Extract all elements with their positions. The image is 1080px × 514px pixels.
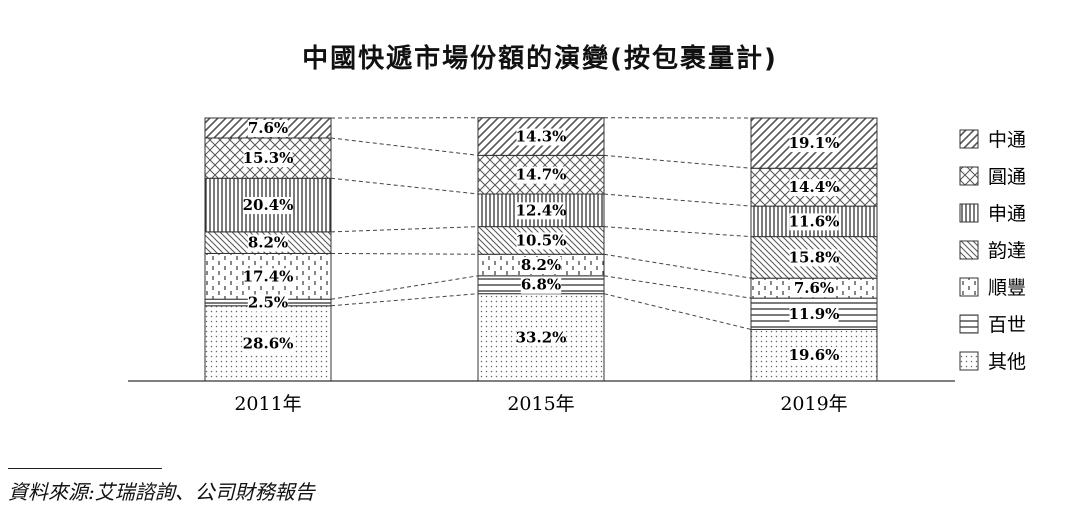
segment-label: 6.8% — [521, 276, 561, 294]
segment-label: 17.4% — [243, 267, 294, 285]
segment-label: 15.8% — [789, 248, 840, 266]
x-tick-label: 2015年 — [507, 393, 574, 415]
segment-label: 8.2% — [521, 256, 561, 274]
connector-lines — [330, 117, 752, 330]
segment-label: 14.4% — [789, 178, 840, 196]
segment-label-bg — [247, 294, 289, 312]
connector-line — [603, 253, 752, 279]
segment-label-bg — [247, 234, 289, 252]
connector-line — [330, 293, 479, 307]
source-rule — [8, 468, 162, 469]
connector-line — [603, 226, 752, 238]
legend-swatch — [959, 240, 979, 260]
segment-label-bg — [243, 335, 293, 353]
legend-label: 韵達 — [988, 240, 1026, 262]
segment-label-bg — [520, 276, 562, 294]
segment-label-bg — [516, 202, 566, 220]
legend-label: 中通 — [988, 129, 1026, 151]
segment-label: 11.9% — [789, 305, 840, 323]
segment-label: 12.4% — [516, 201, 567, 219]
connector-line — [603, 293, 752, 330]
segment-label-bg — [789, 213, 839, 231]
source-note: 資料來源:艾瑞諮詢、公司財務報告 — [8, 480, 315, 504]
segment-label-bg — [516, 166, 566, 184]
x-tick-labels: 2011年 2015年 2019年 — [234, 393, 847, 415]
connector-line — [603, 154, 752, 169]
chart-title: 中國快遞市場份額的演變(按包裹量計) — [302, 44, 778, 74]
legend-label: 圓通 — [988, 166, 1026, 188]
segment-label: 14.7% — [516, 166, 567, 184]
connector-line — [330, 252, 479, 255]
legend-label: 順豐 — [988, 277, 1026, 299]
connector-line — [330, 137, 479, 156]
segment-label-bg — [789, 179, 839, 197]
connector-line — [603, 275, 752, 299]
segment-label: 10.5% — [516, 231, 567, 249]
segment-label-bg — [243, 268, 293, 286]
x-tick-label: 2011年 — [234, 393, 301, 415]
segment-label-bg — [789, 347, 839, 365]
segment-labels: 28.6% 2.5% 17.4% 8.2% 20.4% 15.3% 7.6% 33.2% 6.8… — [243, 119, 840, 365]
segment-label-bg — [789, 249, 839, 267]
segment-label: 7.6% — [794, 279, 834, 297]
segment-label: 20.4% — [243, 196, 294, 214]
segment-label: 8.2% — [248, 234, 288, 252]
x-tick-label: 2019年 — [780, 393, 847, 415]
segment-label-bg — [789, 305, 839, 323]
segment-label: 14.3% — [516, 128, 567, 146]
legend-swatch — [959, 129, 979, 149]
segment-label-bg — [247, 119, 289, 137]
legend-swatch — [959, 314, 979, 334]
segment-label: 33.2% — [516, 328, 567, 346]
legend-swatch — [959, 166, 979, 186]
segment-label-bg — [516, 128, 566, 146]
segment-label: 15.3% — [243, 149, 294, 167]
connector-line — [330, 177, 479, 195]
segment-label: 28.6% — [243, 334, 294, 352]
connector-line — [603, 193, 752, 207]
legend-label: 申通 — [988, 203, 1026, 225]
segment-label: 2.5% — [248, 293, 288, 311]
legend-label: 其他 — [988, 351, 1026, 373]
segment-label-bg — [516, 329, 566, 347]
segment-label-bg — [793, 280, 835, 298]
legend-swatch — [959, 351, 979, 371]
connector-line — [330, 275, 479, 300]
segment-label-bg — [789, 135, 839, 153]
connector-line — [330, 226, 479, 233]
legend-label: 百世 — [988, 314, 1026, 336]
segment-label: 19.1% — [789, 134, 840, 152]
legend-swatch — [959, 277, 979, 297]
legend-swatch — [959, 203, 979, 223]
segment-label: 11.6% — [789, 212, 840, 230]
segment-label: 19.6% — [789, 346, 840, 364]
segment-label-bg — [243, 197, 293, 215]
segment-label-bg — [243, 150, 293, 168]
segment-label-bg — [520, 257, 562, 275]
segment-label-bg — [516, 232, 566, 250]
segment-label: 7.6% — [248, 119, 288, 137]
